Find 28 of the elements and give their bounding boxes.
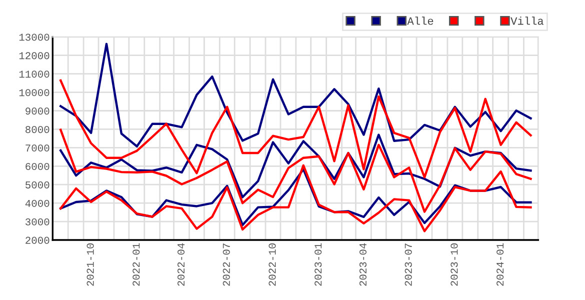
- y-tick-label: 10000: [19, 89, 50, 96]
- y-tick-label: 2000: [26, 236, 50, 244]
- x-tick-label: 2022-07: [222, 244, 230, 286]
- x-tick-label: 2023-04: [359, 243, 367, 286]
- x-tick-label: 2023-10: [450, 243, 458, 286]
- y-tick-label: 8000: [26, 126, 50, 134]
- y-tick-label: 11000: [19, 70, 50, 78]
- line-series: [60, 134, 532, 198]
- y-tick-label: 4000: [25, 200, 50, 207]
- legend-label: Villa: [510, 16, 544, 25]
- line-series: [60, 79, 532, 178]
- x-tick-label: 2022-04: [177, 243, 185, 286]
- y-tick-label: 9000: [26, 108, 50, 115]
- y-tick-label: 5000: [26, 181, 50, 188]
- y-tick-label: 6000: [26, 162, 50, 170]
- x-tick-label: 2021-10: [86, 243, 94, 286]
- x-tick-label: 2024-01: [496, 243, 504, 286]
- x-tick-label: 2023-07: [404, 244, 412, 286]
- y-tick-label: 7000: [26, 144, 50, 152]
- x-tick-label: 2022-10: [268, 243, 276, 286]
- y-tick-label: 3000: [26, 218, 50, 226]
- legend-label: Alle: [407, 16, 434, 25]
- line-series: [60, 42, 532, 148]
- y-tick-label: 12000: [19, 52, 50, 60]
- y-tick-label: 13000: [19, 34, 50, 41]
- line-series: [60, 128, 532, 213]
- x-tick-label: 2023-01: [314, 243, 322, 286]
- x-tick-label: 2022-01: [132, 243, 140, 286]
